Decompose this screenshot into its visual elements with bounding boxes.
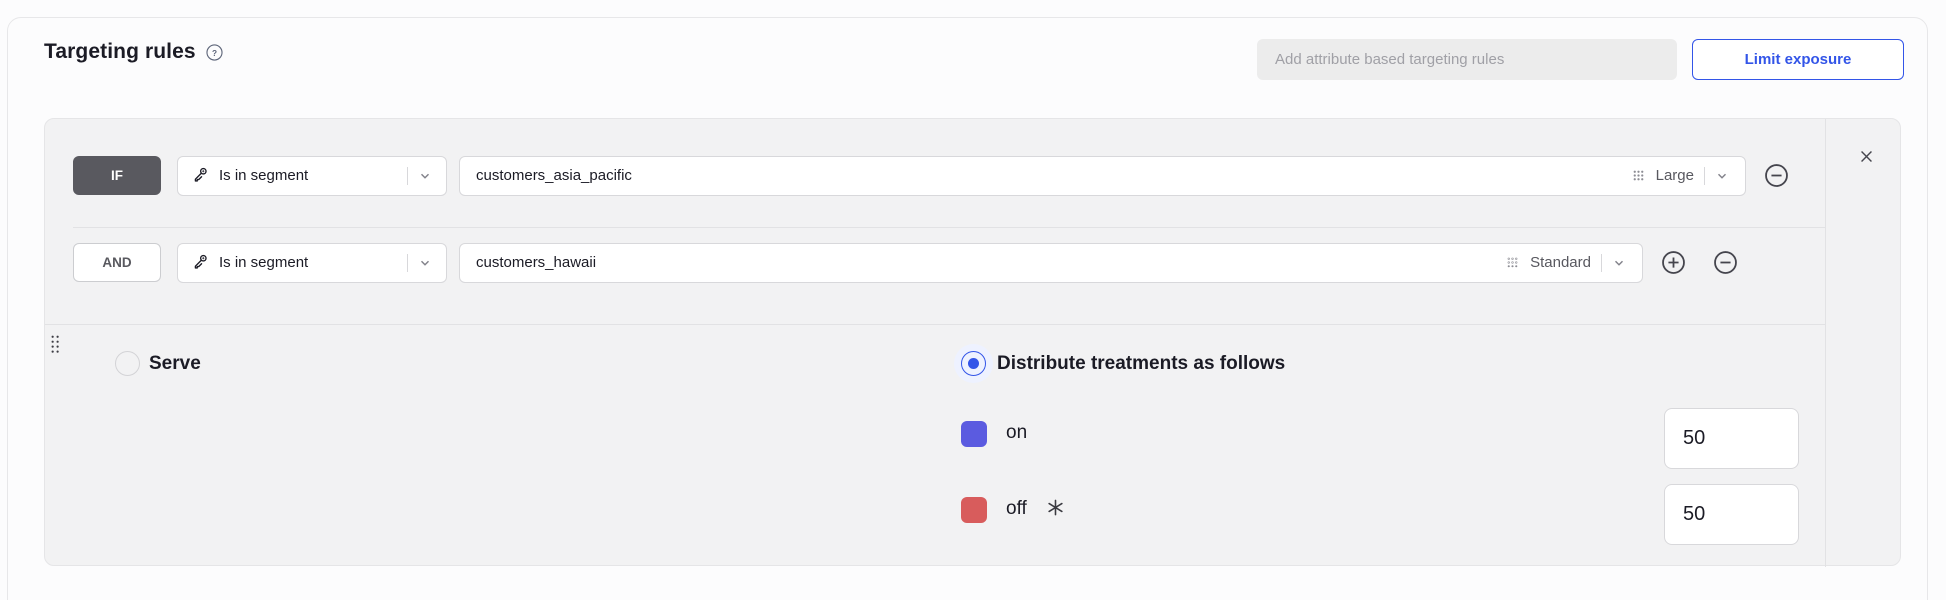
svg-text:?: ? (212, 47, 217, 57)
